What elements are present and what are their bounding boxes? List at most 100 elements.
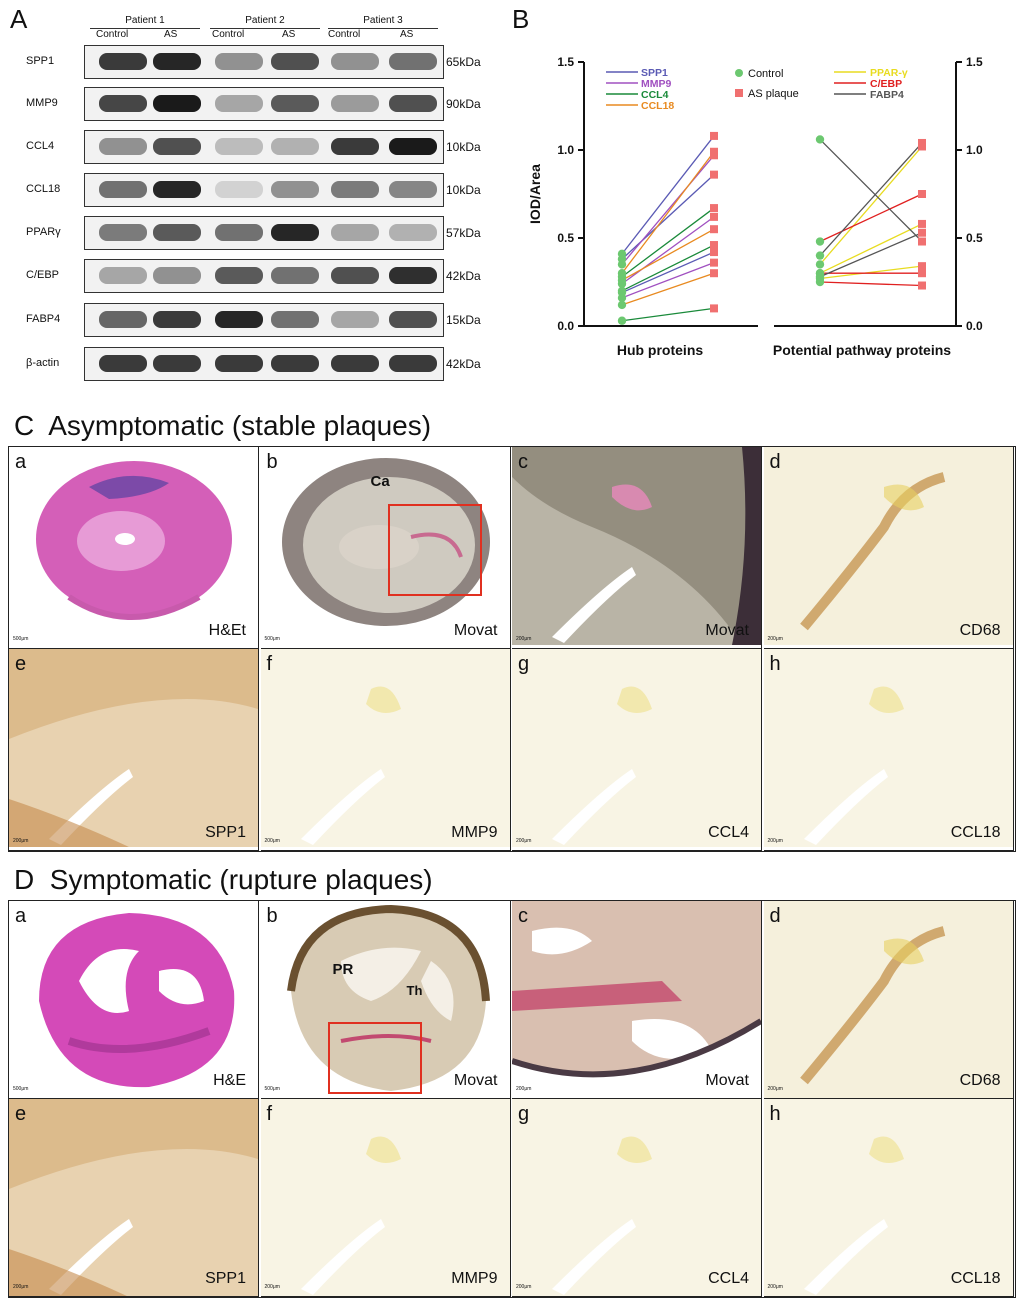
patient-label: Patient 1 xyxy=(125,15,165,26)
stain-label: MMP9 xyxy=(451,824,498,841)
blot-band xyxy=(271,267,319,284)
y-tick-label: 0.5 xyxy=(557,231,574,245)
legend-label: Control xyxy=(748,68,783,80)
scale-bar-label: 200μm xyxy=(516,838,532,844)
scale-bar-label: 200μm xyxy=(516,636,532,642)
legend-label: CCL4 xyxy=(641,89,669,101)
condition-label: AS xyxy=(400,29,414,40)
tissue-section xyxy=(260,649,510,847)
blot-band xyxy=(271,53,319,70)
histology-image-f: f MMP9 200μm xyxy=(260,649,511,851)
stain-label: CCL18 xyxy=(950,824,1001,841)
blot-band xyxy=(389,181,437,198)
histology-image-a: a H&Et 500μm xyxy=(9,447,259,649)
legend-label: PPAR-γ xyxy=(870,67,908,79)
as-plaque-point xyxy=(918,262,926,271)
control-point xyxy=(617,300,627,310)
molecular-weight: 42kDa xyxy=(446,269,481,283)
histology-image-d: d CD68 200μm xyxy=(763,901,1014,1099)
blot-band xyxy=(99,95,147,112)
y-tick-label: 1.5 xyxy=(966,55,983,69)
subpanel-letter: b xyxy=(266,905,278,927)
blot-band xyxy=(389,267,437,284)
region-annotation: Ca xyxy=(370,473,390,490)
blot-band xyxy=(153,267,201,284)
tissue-section xyxy=(763,649,1013,847)
histology-image-b: b Movat 500μm PR Th xyxy=(260,901,511,1099)
protein-name: C/EBP xyxy=(26,269,60,281)
condition-label: AS xyxy=(164,29,178,40)
tissue-section xyxy=(9,1099,258,1296)
blot-band xyxy=(331,311,379,328)
scale-bar-label: 200μm xyxy=(516,1086,532,1092)
as-plaque-point xyxy=(710,258,718,267)
y-axis-label: IOD/Area xyxy=(527,164,543,224)
panel-c-heading: C Asymptomatic (stable plaques) xyxy=(14,410,431,442)
series-line-ccl18 xyxy=(621,228,715,281)
scale-bar-label: 500μm xyxy=(13,1086,29,1092)
patient-underline xyxy=(210,28,320,29)
control-point xyxy=(617,293,627,303)
series-line-mmp9 xyxy=(621,262,715,299)
blot-band xyxy=(215,181,263,198)
scale-bar-label: 200μm xyxy=(767,636,783,642)
panel-b-letter: B xyxy=(512,4,530,34)
as-plaque-point xyxy=(918,138,926,147)
blot-band xyxy=(99,181,147,198)
control-point xyxy=(617,286,627,295)
patient-label: Patient 2 xyxy=(245,15,285,26)
blot-band xyxy=(389,138,437,155)
protein-name: PPARγ xyxy=(26,226,61,238)
blot-band xyxy=(153,53,201,70)
subpanel-letter: e xyxy=(15,1103,27,1125)
protein-name: β-actin xyxy=(26,357,60,369)
stain-label: CD68 xyxy=(959,622,1001,639)
histology-image-b: b Movat 500μm Ca xyxy=(260,447,511,649)
scale-bar-label: 500μm xyxy=(264,636,280,642)
y-tick-label: 0.0 xyxy=(557,319,574,333)
series-line-spp1 xyxy=(621,251,715,294)
blot-strip xyxy=(84,303,444,337)
as-plaque-point xyxy=(710,269,718,278)
x-group-label: Potential pathway proteins xyxy=(773,342,951,358)
stain-label: Movat xyxy=(705,1072,749,1089)
blot-strip xyxy=(84,347,444,381)
subpanel-letter: a xyxy=(15,451,27,473)
y-tick-label: 1.0 xyxy=(557,143,574,157)
region-annotation: Th xyxy=(406,983,423,998)
series-line-spp1 xyxy=(621,174,715,260)
blot-band xyxy=(331,267,379,284)
stain-label: CD68 xyxy=(959,1072,1001,1089)
blot-band xyxy=(215,95,263,112)
blot-band xyxy=(99,311,147,328)
stain-label: Movat xyxy=(453,1072,498,1089)
protein-name: CCL18 xyxy=(26,183,61,195)
scale-bar-label: 200μm xyxy=(13,1284,29,1290)
subpanel-letter: a xyxy=(15,905,27,927)
control-point xyxy=(617,316,627,325)
legend-as-marker xyxy=(735,89,743,97)
panel-d-image-grid: a H&E 500μm b Movat 500μm PR Th c Movat 200μm d C… xyxy=(8,900,1016,1298)
series-line-ppar xyxy=(819,223,923,274)
region-annotation: PR xyxy=(332,961,354,978)
blot-band xyxy=(153,95,201,112)
stain-label: CCL18 xyxy=(950,1270,1001,1287)
as-plaque-point xyxy=(918,269,926,278)
scale-bar-label: 500μm xyxy=(264,1086,280,1092)
molecular-weight: 10kDa xyxy=(446,140,481,154)
blot-band xyxy=(271,224,319,241)
as-plaque-point xyxy=(710,248,718,257)
blot-band xyxy=(331,138,379,155)
protein-name: MMP9 xyxy=(26,97,58,109)
blot-band xyxy=(215,224,263,241)
stain-label: SPP1 xyxy=(205,1270,246,1287)
tissue-section xyxy=(9,649,258,847)
molecular-weight: 15kDa xyxy=(446,313,481,327)
series-line-mmp9 xyxy=(621,216,715,285)
as-plaque-point xyxy=(918,190,926,198)
histology-image-a: a H&E 500μm xyxy=(9,901,259,1099)
stain-label: Movat xyxy=(453,622,498,639)
tissue-section xyxy=(512,1099,761,1296)
series-line-cebp xyxy=(819,281,923,287)
scale-bar-label: 200μm xyxy=(264,838,280,844)
